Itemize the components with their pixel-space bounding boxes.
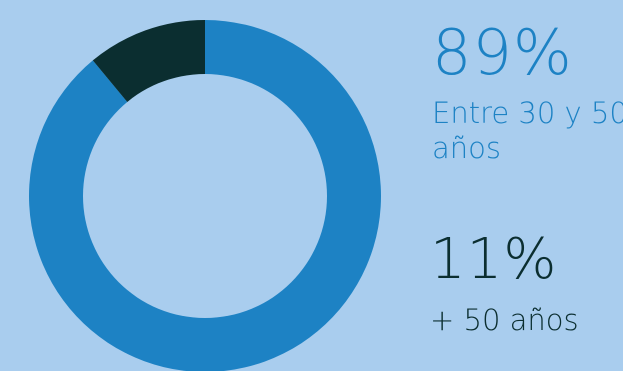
slice-1-value-label: 11% — [430, 227, 558, 292]
slice-0-value-label: 89% — [432, 16, 573, 89]
slice-0-category-label: Entre 30 y 50 años — [432, 96, 623, 166]
donut-hole — [83, 74, 327, 318]
donut-slice-0 — [29, 20, 381, 371]
slice-1-category-label: + 50 años — [430, 303, 579, 337]
donut-chart — [29, 20, 381, 371]
